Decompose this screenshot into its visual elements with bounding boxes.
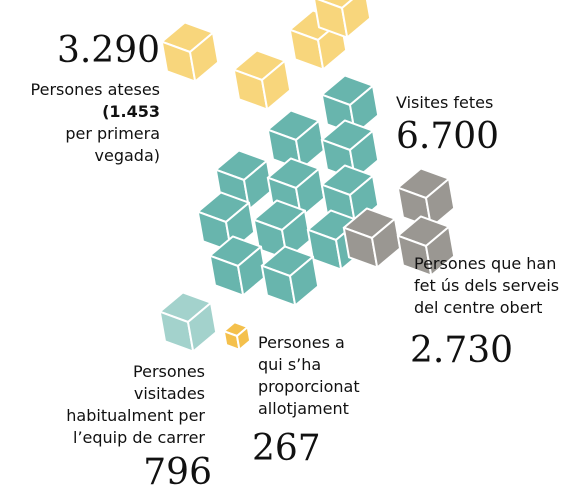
cube [313,0,372,39]
cube-face [236,326,252,351]
cube-face [425,177,456,229]
cube [158,291,218,353]
cube-face [187,301,218,353]
cube-face [341,0,372,39]
cube [396,215,456,277]
label: del centre obert [414,298,542,317]
value: 6.700 [396,116,499,157]
cube-face [289,255,320,307]
label: visitades [134,384,205,403]
label: habitualment per [66,406,205,425]
cube [196,191,256,253]
label: Persones [133,362,205,381]
cube-face [349,174,380,226]
cubes [158,0,456,353]
cube-face [425,225,456,277]
cube-face [189,31,220,83]
cube [208,235,268,297]
label: vegada) [95,146,160,165]
cube [320,164,380,226]
cube [342,207,402,269]
label: Persones a [258,333,345,352]
value: 796 [143,452,212,489]
cube-face [261,59,292,111]
value: 2.730 [410,330,513,371]
cube [160,21,220,83]
value: 3.290 [57,30,160,71]
cube [232,49,292,111]
label: Persones ateses [31,80,160,99]
label: Visites fetes [396,93,493,112]
label: proporcionat [258,377,360,396]
label: l’equip de carrer [73,428,205,447]
value: 267 [252,428,321,469]
texts: 3.290 Persones ateses (1.453 per primera veg… [31,30,560,489]
label: qui s’ha [258,355,321,374]
cube [222,321,252,351]
label: (1.453 [102,102,160,121]
label: fet ús dels serveis [414,276,559,295]
label: Persones que han [414,254,556,273]
label: per primera [65,124,160,143]
label: allotjament [258,399,349,418]
cube [260,245,320,307]
